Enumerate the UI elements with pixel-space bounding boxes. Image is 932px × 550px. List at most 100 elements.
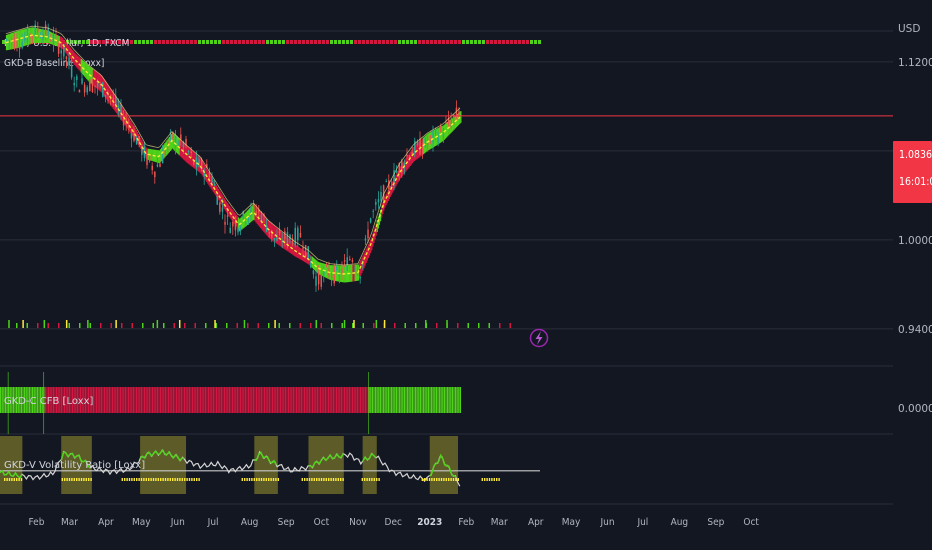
candle-body: [341, 268, 343, 274]
candle-body: [237, 228, 239, 233]
signal-tick: [58, 323, 60, 328]
time-axis[interactable]: Feb Mar Apr May Jun Jul Aug Sep Oct Nov Dec 2023 Feb…: [29, 517, 760, 528]
time-tick-label: Sep: [278, 517, 295, 528]
cfb-bar: [459, 387, 462, 413]
vol-dot: [421, 478, 423, 481]
ribbon-tick: [230, 40, 233, 44]
cfb-bar: [97, 387, 99, 413]
cfb-bar: [279, 387, 282, 413]
candle-body: [247, 217, 250, 222]
cfb-bar: [247, 387, 250, 413]
cloud-slice: [67, 44, 69, 57]
volatility-indicator-label[interactable]: GKD-V Volatility Ratio [Loxx]: [4, 460, 145, 471]
cfb-bar: [49, 387, 51, 413]
cloud-slice: [173, 133, 175, 150]
short-signal: [22, 320, 24, 328]
cfb-bar: [212, 387, 215, 413]
price-tick-label: 1.12000: [898, 57, 932, 69]
cfb-bar: [292, 387, 295, 413]
cloud-slice: [289, 239, 291, 254]
ribbon-tick: [190, 40, 193, 44]
ribbon-tick: [398, 40, 401, 44]
candle-body: [359, 276, 361, 279]
cfb-bar: [9, 387, 11, 413]
cloud-slice: [220, 192, 222, 204]
candle-body: [5, 39, 8, 41]
vol-dot: [455, 478, 457, 481]
cfb-bar: [167, 387, 170, 413]
cloud-slice: [136, 131, 139, 144]
cfb-bar: [422, 387, 425, 413]
candle-body: [42, 33, 44, 41]
ribbon-tick: [370, 40, 373, 44]
cfb-bar: [347, 387, 349, 413]
cloud-slice: [382, 202, 384, 215]
candle-body: [104, 94, 107, 98]
cloud-slice: [111, 90, 113, 108]
cfb-bar: [273, 387, 275, 413]
candle-body: [73, 82, 75, 86]
signal-tick: [131, 323, 133, 328]
cfb-bar: [368, 387, 370, 413]
candle-body: [172, 132, 174, 140]
candle-body: [55, 34, 57, 36]
cfb-bar: [73, 387, 75, 413]
candle-body: [133, 131, 135, 141]
cfb-bar: [79, 387, 82, 413]
ribbon-tick: [342, 40, 345, 44]
candle-body: [44, 24, 47, 36]
cfb-bar: [147, 387, 149, 413]
signal-tick: [163, 323, 165, 328]
cfb-bar: [175, 387, 178, 413]
vol-dot: [256, 478, 258, 481]
cloud-slice: [43, 29, 45, 44]
baseline-indicator-label[interactable]: GKD-B Baseline [Loxx]: [4, 58, 104, 69]
vol-dot: [11, 478, 13, 481]
long-signal: [8, 320, 10, 328]
vol-dot: [133, 478, 135, 481]
cloud-slice: [385, 194, 387, 206]
cloud-slice: [151, 149, 153, 161]
cloud-slice: [306, 252, 308, 264]
symbol-title[interactable]: Euro / U.S. Dollar, 1D, FXCM: [4, 38, 129, 49]
cfb-bar: [107, 387, 109, 413]
cfb-bar: [38, 387, 40, 413]
cfb-bar: [275, 387, 277, 413]
vol-dot: [275, 478, 277, 481]
candle-body: [94, 85, 96, 87]
cfb-bar: [241, 387, 243, 413]
cfb-bar: [83, 387, 85, 413]
cloud-slice: [169, 135, 172, 151]
candle-body: [8, 40, 10, 42]
cloud-slice: [57, 35, 59, 47]
signal-tick: [457, 323, 459, 328]
ribbon-tick: [434, 40, 437, 44]
cfb-bar: [281, 387, 283, 413]
ribbon-tick: [318, 40, 321, 44]
cfb-bar: [373, 387, 375, 413]
vol-dot: [436, 478, 438, 481]
cfb-bar: [27, 387, 29, 413]
cfb-bar: [33, 387, 35, 413]
lightning-icon[interactable]: [529, 328, 549, 348]
candle-body: [429, 135, 432, 138]
cfb-bar: [358, 387, 360, 413]
vol-dot: [361, 478, 363, 481]
cfb-bar: [99, 387, 101, 413]
cfb-bar: [6, 387, 8, 413]
cloud-slice: [241, 216, 243, 230]
currency-label[interactable]: USD: [898, 23, 920, 35]
vol-dot: [263, 478, 265, 481]
cfb-bar: [451, 387, 454, 413]
ribbon-tick: [450, 40, 453, 44]
signal-tick: [478, 323, 480, 328]
candle-body: [260, 214, 263, 222]
cfb-bar: [308, 387, 311, 413]
candle-body: [268, 231, 270, 234]
cfb-indicator-label[interactable]: GKD-C CFB [Loxx]: [4, 396, 93, 407]
ribbon-tick: [186, 40, 189, 44]
cfb-bar: [307, 387, 309, 413]
ribbon-tick: [530, 40, 533, 44]
cfb-bar: [54, 387, 56, 413]
